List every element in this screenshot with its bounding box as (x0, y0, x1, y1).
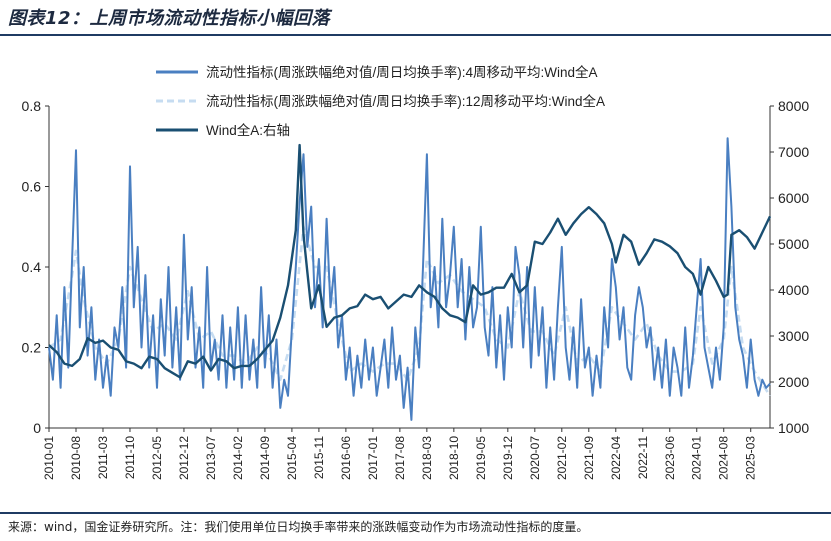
left-tick-label: 0.4 (22, 259, 42, 275)
source-note: 来源：wind，国金证券研究所。注：我们使用单位日均换手率带来的涨跌幅变动作为市… (8, 520, 589, 534)
x-tick-label: 2017-08 (393, 436, 407, 480)
x-tick-label: 2014-09 (258, 436, 272, 480)
right-tick-label: 7000 (778, 144, 809, 160)
x-tick-label: 2024-08 (717, 436, 731, 480)
right-tick-label: 4000 (778, 282, 809, 298)
right-tick-label: 3000 (778, 328, 809, 344)
legend-label-2: Wind全A:右轴 (206, 122, 290, 138)
x-tick-label: 2018-10 (447, 436, 461, 480)
x-tick-label: 2020-07 (528, 436, 542, 480)
series-line-0 (48, 137, 771, 421)
right-tick-label: 6000 (778, 190, 809, 206)
left-tick-label: 0.8 (22, 98, 42, 114)
series-layer (48, 137, 772, 421)
right-tick-label: 5000 (778, 236, 809, 252)
x-tick-label: 2011-10 (123, 436, 137, 479)
x-tick-label: 2018-03 (420, 436, 434, 480)
x-tick-label: 2015-11 (312, 436, 326, 479)
legend-label-1: 流动性指标(周涨跌幅绝对值/周日均换手率):12周移动平均:Wind全A (206, 93, 605, 109)
series-line-2 (48, 143, 772, 379)
x-tick-label: 2017-01 (366, 436, 380, 480)
x-tick-label: 2025-03 (744, 436, 758, 480)
x-tick-label: 2016-06 (339, 436, 353, 480)
x-tick-label: 2012-12 (177, 436, 191, 480)
x-tick-label: 2010-08 (69, 436, 83, 480)
chart: 0 0.2 0.4 0.6 0.8 1000 2000 3000 4000 5000 6000 700… (22, 64, 810, 480)
top-rule (0, 34, 831, 36)
left-tick-label: 0 (33, 420, 41, 436)
x-tick-label: 2014-02 (231, 436, 245, 480)
x-tick-label: 2012-05 (150, 436, 164, 480)
x-tick-label: 2023-06 (663, 436, 677, 480)
x-tick-label: 2019-05 (474, 436, 488, 480)
legend: 流动性指标(周涨跌幅绝对值/周日均换手率):4周移动平均:Wind全A 流动性指标… (156, 64, 605, 138)
right-tick-label: 8000 (778, 98, 809, 114)
right-tick-label: 2000 (778, 374, 809, 390)
x-tick-label: 2011-03 (96, 436, 110, 479)
axes-layer: 0 0.2 0.4 0.6 0.8 1000 2000 3000 4000 5000 6000 700… (22, 98, 810, 480)
x-tick-label: 2024-01 (690, 436, 704, 480)
x-tick-label: 2022-11 (636, 436, 650, 479)
left-tick-label: 0.2 (22, 340, 42, 356)
bottom-rule (0, 512, 831, 514)
x-tick-label: 2021-09 (582, 436, 596, 480)
right-tick-label: 1000 (778, 420, 809, 436)
x-tick-label: 2022-04 (609, 436, 623, 480)
figure-title: 图表12：上周市场流动性指标小幅回落 (8, 8, 331, 29)
left-tick-label: 0.6 (22, 179, 42, 195)
legend-label-0: 流动性指标(周涨跌幅绝对值/周日均换手率):4周移动平均:Wind全A (206, 64, 598, 80)
x-tick-label: 2013-07 (204, 436, 218, 480)
x-tick-label: 2010-01 (42, 436, 56, 480)
x-tick-label: 2019-12 (501, 436, 515, 480)
x-tick-label: 2015-04 (285, 436, 299, 480)
x-tick-label: 2021-02 (555, 436, 569, 480)
